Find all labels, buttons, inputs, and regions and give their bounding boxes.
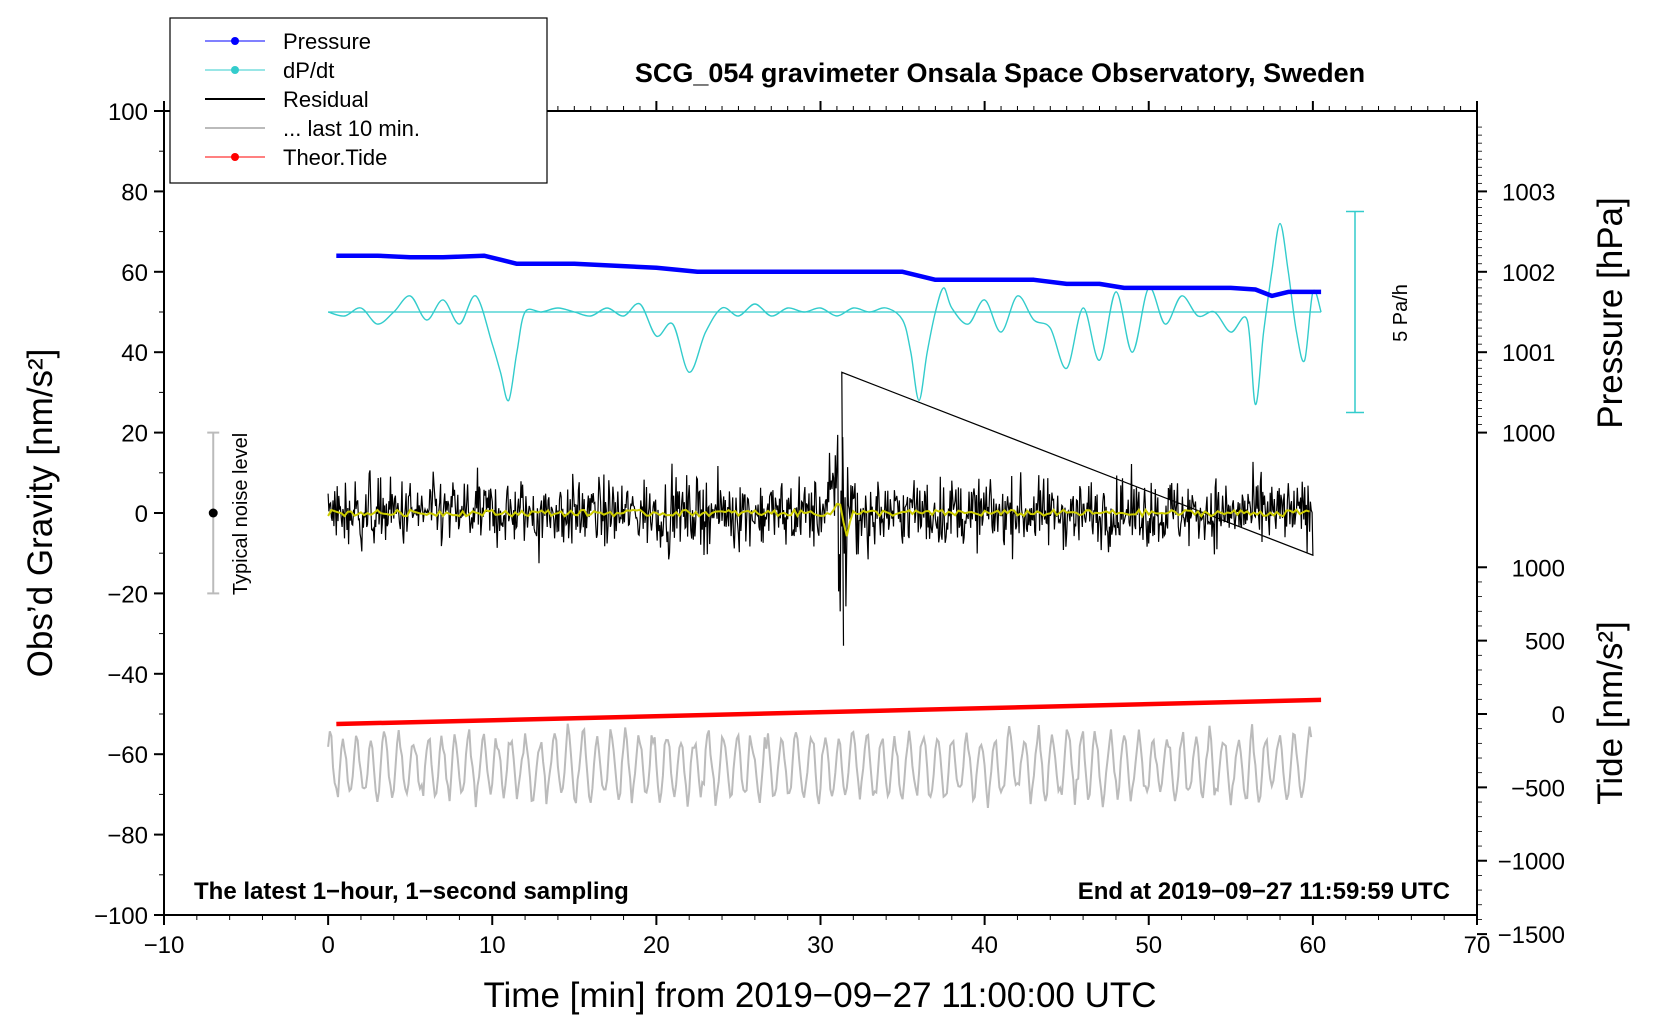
theor-tide-trace (336, 697, 1322, 727)
pressure-tick-label: 1000 (1502, 421, 1555, 448)
annotation-sampling: The latest 1−hour, 1−second sampling (194, 878, 629, 905)
x-tick-label: 60 (1300, 932, 1327, 959)
residual-smoothed-trace (327, 502, 1310, 537)
legend-label: dP/dt (283, 58, 334, 83)
legend: Pressure dP/dt Residual ... last 10 min. The… (169, 17, 548, 184)
dpdt-scale-bar (1346, 210, 1364, 414)
tide-tick-label: −1000 (1498, 849, 1565, 876)
x-tick-label: 0 (321, 932, 334, 959)
pressure-tick-label: 1001 (1502, 340, 1555, 367)
tide-tick-label: 1000 (1512, 555, 1565, 582)
series-layer (327, 222, 1322, 808)
axes-layer: −10 0 10 20 30 40 50 60 70−100−80−60−40−20020406… (94, 99, 1565, 959)
legend-marker (231, 153, 239, 161)
y-tick-label: 100 (108, 99, 148, 126)
noise-label: Typical noise level (230, 433, 252, 595)
x-tick-label: 50 (1135, 932, 1162, 959)
x-tick-label: 10 (479, 932, 506, 959)
y-tick-label: 60 (121, 260, 148, 287)
pressure-tick-label: 1003 (1502, 179, 1555, 206)
y-tick-label: 80 (121, 179, 148, 206)
scale-label: 5 Pa/h (1390, 284, 1412, 342)
y-tick-label: 20 (121, 421, 148, 448)
legend-marker (231, 37, 239, 45)
y-tick-label: −100 (94, 903, 148, 930)
last-10-min-trace (327, 723, 1313, 808)
noise-center-dot (208, 508, 218, 518)
x-tick-label: 40 (971, 932, 998, 959)
legend-label: Theor.Tide (283, 145, 387, 170)
x-tick-label: −10 (144, 932, 185, 959)
pressure-tick-label: 1002 (1502, 260, 1555, 287)
tide-tick-label: −500 (1511, 775, 1565, 802)
legend-label: ... last 10 min. (283, 116, 420, 141)
tide-tick-label: −1500 (1498, 922, 1565, 949)
dpdt-trace (327, 222, 1322, 406)
y-tick-label: 40 (121, 340, 148, 367)
x-tick-label: 30 (807, 932, 834, 959)
y-axis-label-gravity: Obs’d Gravity [nm/s²] (21, 349, 60, 678)
y-tick-label: −20 (107, 581, 148, 608)
typical-noise-indicator (207, 431, 220, 595)
legend-label: Residual (283, 87, 369, 112)
x-tick-label: 20 (643, 932, 670, 959)
residual-trace (327, 371, 1314, 646)
y-axis-label-pressure: Pressure [hPa] (1591, 197, 1630, 429)
x-tick-label: 70 (1464, 932, 1491, 959)
y-axis-label-tide: Tide [nm/s²] (1591, 621, 1630, 804)
tide-tick-label: 0 (1552, 702, 1565, 729)
tide-tick-label: 500 (1525, 629, 1565, 656)
legend-label: Pressure (283, 29, 371, 54)
legend-marker (231, 66, 239, 74)
chart-title: SCG_054 gravimeter Onsala Space Observat… (635, 58, 1365, 88)
y-tick-label: −60 (107, 742, 148, 769)
pressure-trace (336, 253, 1322, 299)
y-tick-label: 0 (135, 501, 148, 528)
annotation-end-time: End at 2019−09−27 11:59:59 UTC (1078, 878, 1450, 905)
x-axis-label: Time [min] from 2019−09−27 11:00:00 UTC (483, 976, 1156, 1015)
y-tick-label: −40 (107, 662, 148, 689)
y-tick-label: −80 (107, 823, 148, 850)
